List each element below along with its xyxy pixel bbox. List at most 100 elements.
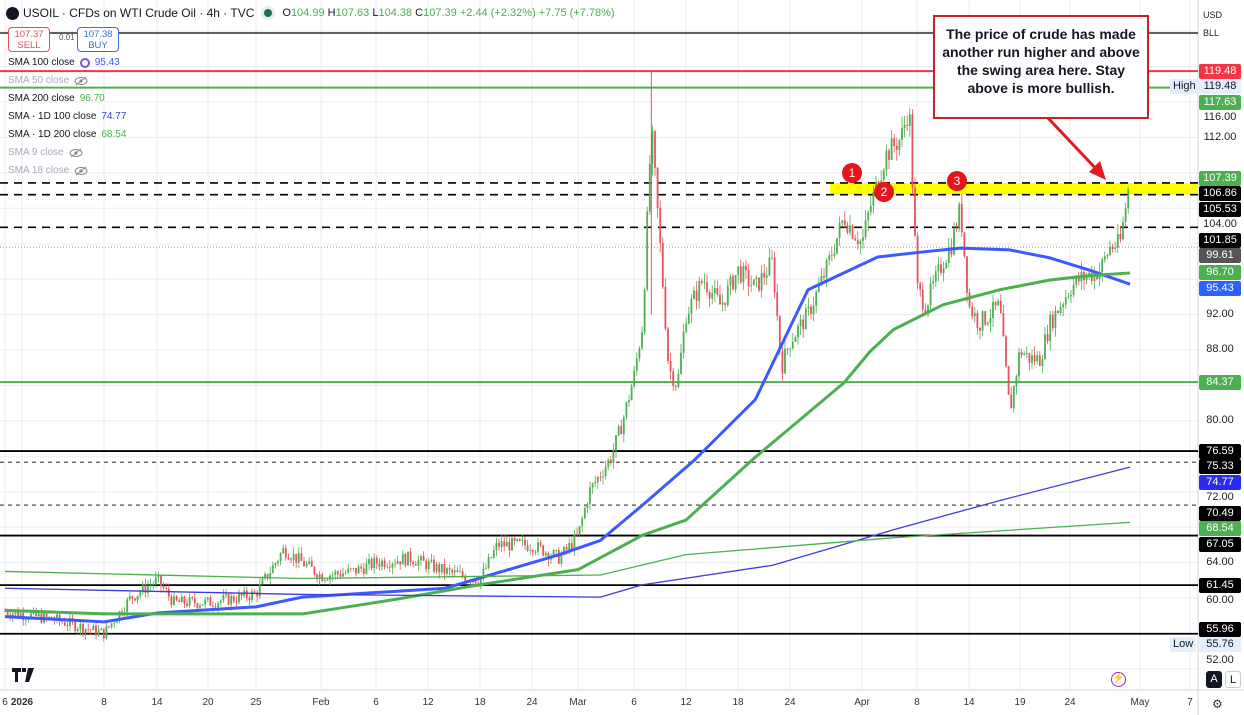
candle-body [882,170,885,181]
candle-body [992,301,994,319]
candle-body [945,263,948,269]
candle-body [872,191,875,206]
candle-body [524,540,526,546]
candle-body [1062,304,1065,308]
settings-gear-icon[interactable]: ⚙ [1212,697,1223,711]
candle-body [1072,284,1075,295]
price-label: 84.37 [1199,375,1241,390]
candle-body [318,574,321,579]
candle-body [417,560,420,566]
candle-body [651,131,654,164]
tradingview-logo[interactable] [12,668,36,682]
legend-item[interactable]: SMA 50 close [8,75,88,86]
candle-body [667,328,669,361]
eye-off-icon[interactable] [69,148,83,158]
date-tick: 14 [151,697,163,708]
candle-body [713,288,716,294]
candle-body [266,574,269,579]
candle-body [269,573,272,579]
candle-body [1020,352,1023,356]
candle-body [1044,334,1046,360]
candle-body [908,114,911,126]
symbol-title[interactable]: USOIL · CFDs on WTI Crude Oil · 4h · TVC [23,6,255,20]
candle-body [516,538,519,541]
candle-body [1015,376,1018,387]
candle-body [802,319,805,330]
legend-item[interactable]: SMA 9 close [8,147,83,158]
candle-body [383,560,386,568]
marker-2: 2 [874,182,894,202]
buy-price: 107.38 [83,29,113,40]
candle-body [100,628,103,630]
candle-body [630,386,633,401]
candle-body [773,257,776,293]
candle-body [695,290,698,301]
currency-selector[interactable]: USD [1203,10,1223,20]
candle-body [222,595,225,601]
candle-body [950,247,953,255]
legend-item[interactable]: SMA 200 close 96.70 [8,93,105,104]
candle-body [1122,221,1124,240]
candle-body [1116,234,1119,248]
candle-body [747,270,750,287]
candle-body [797,325,799,338]
price-label: 105.53 [1199,202,1241,217]
candle-body [435,564,438,572]
legend-value: 95.43 [94,57,120,68]
candle-body [869,205,872,213]
legend-item[interactable]: SMA · 1D 100 close 74.77 [8,111,126,122]
open-value: 104.99 [290,7,325,19]
legend-item[interactable]: SMA 18 close [8,165,88,176]
candle-body [529,549,532,551]
candle-body [412,561,415,565]
candle-body [511,538,513,551]
sell-button[interactable]: 107.37 SELL [8,27,50,52]
candle-body [188,597,191,606]
candle-body [849,225,851,233]
candle-body [279,553,282,562]
candle-body [1023,353,1026,356]
candle-body [711,293,714,299]
candle-body [102,628,105,639]
candle-body [573,534,576,550]
date-tick: 6 [2,697,8,708]
candle-body [953,228,955,255]
candle-body [461,571,464,577]
eye-off-icon[interactable] [74,166,88,176]
change-total-value: +7.75 (+7.78%) [538,7,615,19]
candle-body [843,220,846,226]
candle-body [784,348,786,374]
legend-item[interactable]: SMA · 1D 200 close 68.54 [8,129,126,140]
legend-value: 74.77 [101,111,127,122]
price-label: 75.33 [1199,459,1241,474]
candle-body [708,292,711,299]
buy-button[interactable]: 107.38 BUY [77,27,119,52]
candle-body [791,341,794,349]
price-tick: 112.00 [1199,130,1241,145]
candle-body [160,575,162,587]
candle-body [134,598,136,601]
marker-1: 1 [842,163,862,183]
lightning-icon[interactable]: ⚡ [1111,672,1126,687]
candle-body [212,605,214,607]
candle-body [508,541,511,551]
candle-body [807,306,810,309]
candle-body [973,313,976,317]
candle-body [794,337,797,342]
marker-3: 3 [947,171,967,191]
candle-body [365,563,368,574]
legend-item[interactable]: SMA 100 close 95.43 [8,57,120,68]
candle-body [17,611,19,617]
price-tick: 80.00 [1199,413,1241,428]
date-tick: Apr [854,697,870,708]
candle-body [165,588,168,590]
candle-body [404,554,407,566]
log-scale-button[interactable]: L [1225,671,1241,688]
candle-body [628,400,630,403]
eye-off-icon[interactable] [74,76,88,86]
low-label: L [372,7,379,19]
unit-selector[interactable]: BLL [1203,28,1220,38]
auto-scale-button[interactable]: A [1206,671,1222,688]
candle-body [758,277,760,291]
